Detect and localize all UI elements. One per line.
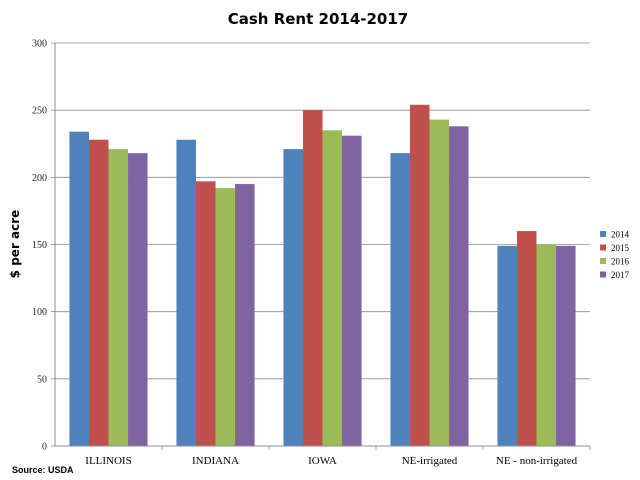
- legend: 2014 2015 2016 2017: [600, 230, 630, 280]
- bar-2016-3: [429, 119, 450, 446]
- bar-2015-4: [516, 231, 537, 446]
- legend-label-2017: 2017: [611, 270, 630, 280]
- bar-2016-2: [322, 130, 343, 447]
- bar-2015-0: [88, 139, 109, 446]
- x-tick-label: NE-irrigated: [402, 455, 458, 467]
- legend-label-2016: 2016: [611, 257, 630, 267]
- y-tick-label: 50: [37, 374, 47, 385]
- y-axis-label: $ per acre: [8, 210, 22, 279]
- y-tick-label: 250: [32, 106, 47, 117]
- bar-2015-1: [195, 181, 216, 446]
- bar-2014-2: [283, 149, 303, 446]
- bar-2016-4: [536, 244, 557, 446]
- legend-label-2014: 2014: [611, 230, 630, 240]
- y-tick-label: 200: [32, 173, 47, 184]
- bar-2014-0: [69, 131, 89, 446]
- y-axis-ticks: 0 50 100 150 200 250 300: [32, 39, 55, 453]
- x-tick-label: NE - non-irrigated: [496, 455, 578, 467]
- x-axis-ticks: ILLINOIS INDIANA IOWA NE-irrigated NE - non-…: [85, 446, 591, 467]
- bar-2017-4: [556, 245, 576, 446]
- bar-2014-4: [497, 245, 517, 446]
- chart-title: Cash Rent 2014-2017: [228, 10, 408, 28]
- legend-swatch-2016: [600, 258, 606, 264]
- legend-swatch-2014: [600, 231, 606, 237]
- bar-2014-1: [176, 139, 196, 446]
- bars: [69, 104, 576, 447]
- bar-2017-2: [342, 135, 362, 446]
- legend-swatch-2015: [600, 244, 606, 251]
- bar-2017-0: [128, 153, 148, 447]
- bar-2015-3: [409, 104, 430, 446]
- x-tick-label: ILLINOIS: [85, 455, 131, 467]
- x-tick-label: INDIANA: [192, 455, 239, 467]
- source-note: Source: USDA: [12, 465, 74, 475]
- legend-label-2015: 2015: [611, 243, 630, 253]
- x-tick-label: IOWA: [308, 455, 337, 467]
- bar-2015-2: [302, 110, 323, 447]
- axes: [54, 43, 590, 447]
- bar-2016-1: [215, 188, 236, 446]
- y-tick-label: 300: [32, 39, 47, 50]
- bar-2017-1: [235, 184, 255, 447]
- y-tick-label: 100: [32, 307, 47, 318]
- bar-2014-3: [390, 153, 410, 447]
- legend-swatch-2017: [600, 271, 606, 278]
- bar-2017-3: [449, 126, 469, 446]
- y-tick-label: 150: [32, 240, 47, 251]
- bar-2016-0: [108, 149, 129, 446]
- y-tick-label: 0: [42, 442, 47, 453]
